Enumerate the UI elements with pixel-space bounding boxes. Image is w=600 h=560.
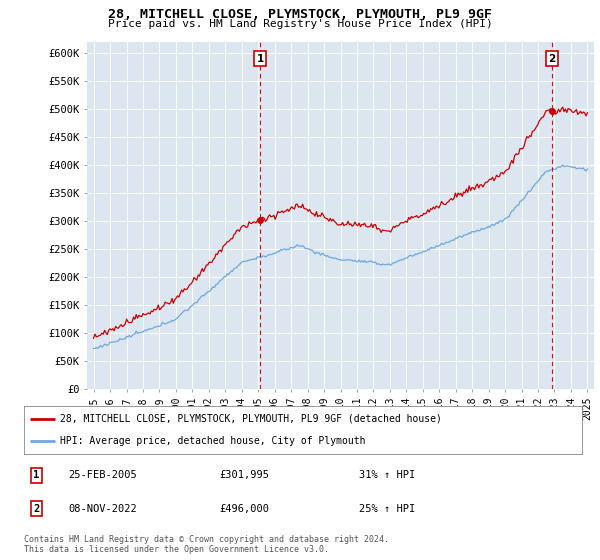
Text: 08-NOV-2022: 08-NOV-2022: [68, 503, 137, 514]
Text: 2: 2: [548, 54, 556, 64]
Text: 28, MITCHELL CLOSE, PLYMSTOCK, PLYMOUTH, PL9 9GF: 28, MITCHELL CLOSE, PLYMSTOCK, PLYMOUTH,…: [108, 8, 492, 21]
Text: £496,000: £496,000: [220, 503, 269, 514]
Text: 25% ↑ HPI: 25% ↑ HPI: [359, 503, 415, 514]
Text: 1: 1: [33, 470, 40, 480]
Text: £301,995: £301,995: [220, 470, 269, 480]
Text: 2: 2: [33, 503, 40, 514]
Text: 25-FEB-2005: 25-FEB-2005: [68, 470, 137, 480]
Text: 1: 1: [257, 54, 264, 64]
Text: 28, MITCHELL CLOSE, PLYMSTOCK, PLYMOUTH, PL9 9GF (detached house): 28, MITCHELL CLOSE, PLYMSTOCK, PLYMOUTH,…: [60, 414, 442, 424]
Text: 31% ↑ HPI: 31% ↑ HPI: [359, 470, 415, 480]
Text: HPI: Average price, detached house, City of Plymouth: HPI: Average price, detached house, City…: [60, 436, 366, 446]
Text: Price paid vs. HM Land Registry's House Price Index (HPI): Price paid vs. HM Land Registry's House …: [107, 19, 493, 29]
Text: Contains HM Land Registry data © Crown copyright and database right 2024.
This d: Contains HM Land Registry data © Crown c…: [24, 535, 389, 554]
